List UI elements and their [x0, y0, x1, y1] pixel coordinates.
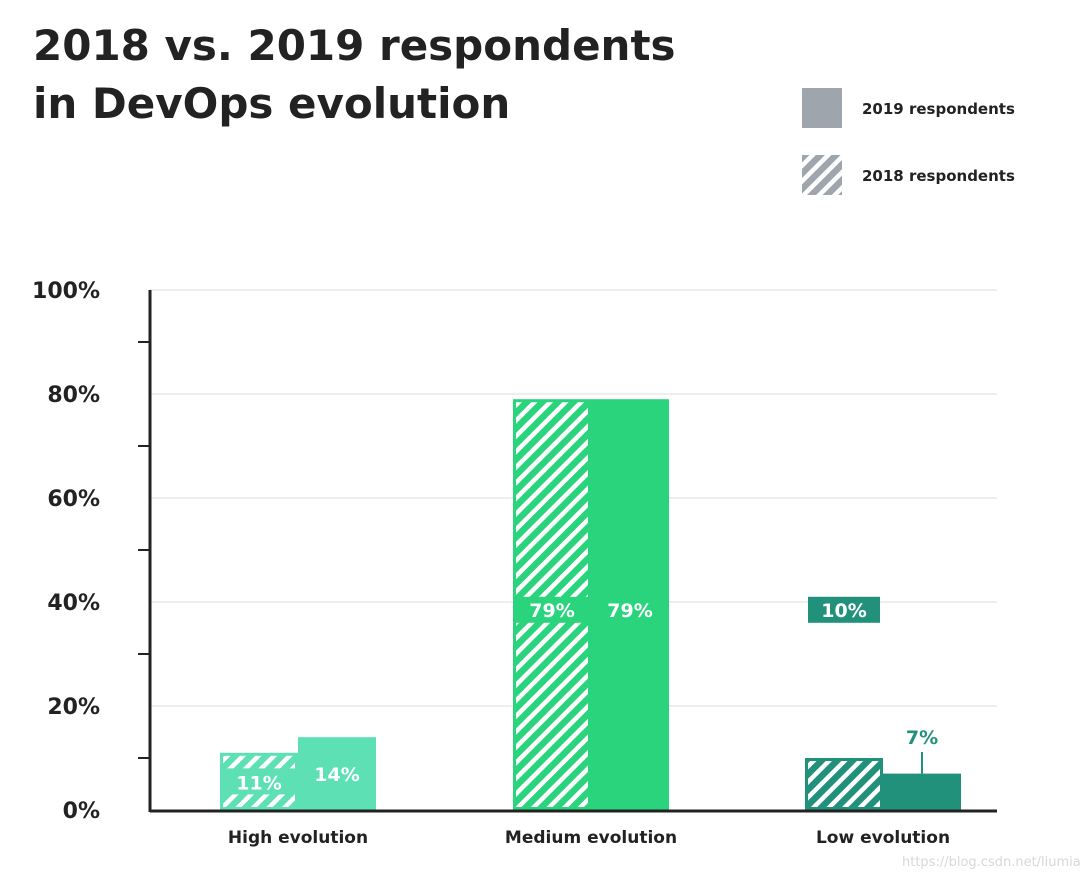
- legend-label-2018: 2018 respondents: [862, 167, 1015, 185]
- x-category-label: Medium evolution: [505, 828, 677, 848]
- x-category-label: Low evolution: [816, 828, 950, 848]
- bar-2019: [591, 399, 669, 810]
- y-tick-label: 100%: [32, 279, 100, 304]
- legend-label-2019: 2019 respondents: [862, 100, 1015, 118]
- chart-title-line1: 2018 vs. 2019 respondents: [33, 21, 676, 70]
- label-band: [516, 596, 588, 623]
- legend-swatch-2019: [802, 88, 842, 128]
- watermark: https://blog.csdn.net/liumiaocn: [902, 855, 1080, 870]
- y-tick-label: 20%: [47, 695, 100, 720]
- x-category-label: High evolution: [228, 828, 368, 848]
- bar-hatch-2018: [808, 761, 880, 807]
- legend: 2019 respondents 2018 respondents: [802, 88, 1015, 195]
- legend-swatch-2018-hatch: [802, 155, 842, 195]
- bar-2019: [298, 737, 376, 810]
- label-band: [223, 768, 295, 795]
- data-label: 79%: [529, 600, 574, 622]
- data-label: 14%: [314, 764, 359, 786]
- y-tick-label: 80%: [47, 383, 100, 408]
- data-label: 7%: [906, 727, 938, 749]
- label-band: [808, 596, 880, 623]
- data-label: 10%: [821, 600, 866, 622]
- y-tick-label: 40%: [47, 591, 100, 616]
- y-tick-label: 0%: [63, 799, 100, 824]
- data-label: 79%: [607, 600, 652, 622]
- y-tick-label: 60%: [47, 487, 100, 512]
- chart-title-line2: in DevOps evolution: [33, 79, 510, 128]
- bar-2019: [883, 773, 961, 810]
- data-label: 11%: [236, 772, 281, 794]
